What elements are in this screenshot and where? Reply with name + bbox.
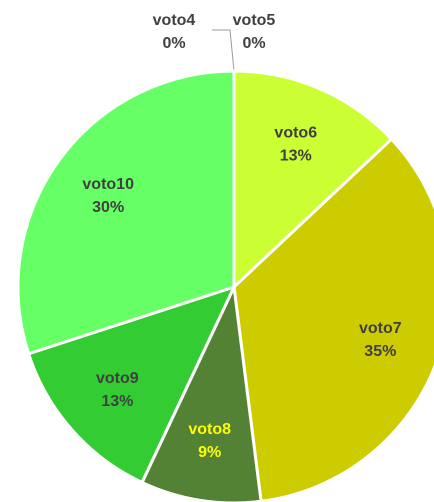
slice-label: voto6 xyxy=(274,124,317,141)
slice-label: voto5 xyxy=(233,12,276,29)
slice-value-label: 13% xyxy=(280,147,312,164)
slice-value-label: 30% xyxy=(92,199,124,216)
pie-slice xyxy=(232,69,394,291)
slice-label: voto10 xyxy=(82,176,134,193)
slice-label: voto4 xyxy=(153,12,196,29)
pie-slice xyxy=(16,69,236,356)
slice-value-label: 13% xyxy=(101,393,133,410)
slice-value-label: 9% xyxy=(198,444,221,461)
leader-line xyxy=(212,29,235,72)
slice-label: voto9 xyxy=(96,370,139,387)
slice-value-label: 35% xyxy=(364,343,396,360)
pie-slice xyxy=(26,284,237,485)
slice-label: voto8 xyxy=(188,421,231,438)
slice-value-label: 0% xyxy=(242,35,265,52)
slice-label: voto7 xyxy=(359,320,402,337)
pie-slice xyxy=(232,137,434,502)
slice-value-label: 0% xyxy=(162,35,185,52)
